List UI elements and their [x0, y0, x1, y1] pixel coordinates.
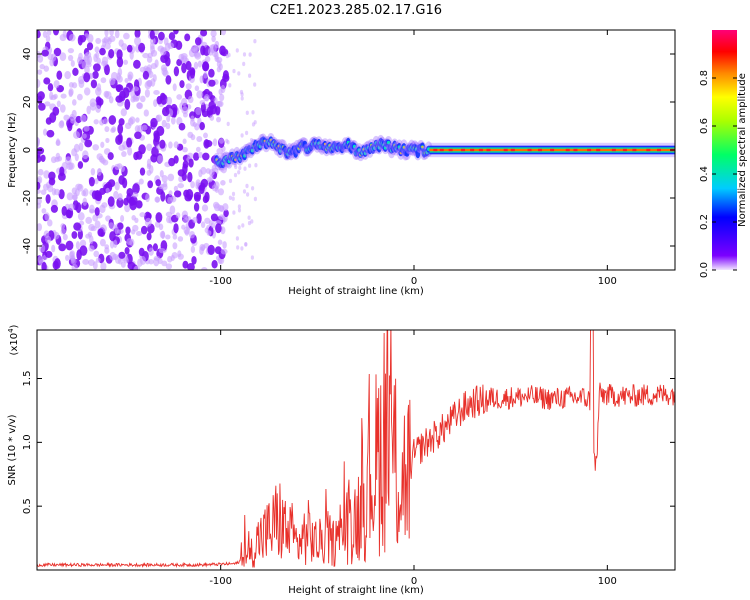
snr-xtick-label: 100	[598, 576, 617, 587]
snr-xtick-label: -100	[209, 576, 232, 587]
colorbar-label: Normalized spectral amplitude	[737, 73, 748, 227]
spectrogram-xtick-label: 0	[411, 276, 417, 287]
spectrogram-marks	[37, 30, 675, 270]
snr-ytick-label: 1.5	[22, 371, 33, 387]
signal-track	[212, 132, 675, 171]
colorbar-tick-label: 0.0	[699, 262, 710, 278]
snr-ytick-label: 1.0	[22, 434, 33, 450]
snr-xlabel: Height of straight line (km)	[288, 585, 424, 596]
spectrogram-ylabel: Frequency (Hz)	[7, 112, 18, 188]
colorbar-tick-label: 0.8	[699, 70, 710, 86]
spectrogram-axes: -100 0 100 -40 -20 0 20 40	[22, 30, 675, 287]
snr-series-line	[37, 330, 675, 569]
spectrogram-ytick-label: -40	[22, 238, 33, 254]
colorbar-gradient	[712, 30, 737, 270]
snr-axes: -100 0 100 0.5 1.0 1.5	[22, 330, 675, 587]
spectrogram-panel: -100 0 100 -40 -20 0 20 40 Height of straight l…	[7, 29, 676, 297]
snr-xtick-label: 0	[411, 576, 417, 587]
figure-title: C2E1.2023.285.02.17.G16	[270, 3, 442, 18]
colorbar-tick-label: 0.4	[699, 166, 710, 182]
snr-scale-label: (x104)	[7, 324, 20, 355]
colorbar-ticks: 0.0 0.2 0.4 0.6 0.8	[699, 70, 737, 278]
noise-blobs	[37, 30, 258, 270]
spectrogram-xtick-label: 100	[598, 276, 617, 287]
colorbar: 0.0 0.2 0.4 0.6 0.8 Normalized spectral ampl…	[699, 30, 748, 278]
spectrogram-ytick-label: -20	[22, 190, 33, 206]
spectrogram-ytick-label: 20	[22, 96, 33, 109]
snr-ylabel: SNR (10 * v/v)	[7, 414, 18, 485]
snr-ytick-label: 0.5	[22, 498, 33, 514]
colorbar-tick-label: 0.6	[699, 118, 710, 134]
spectrogram-ytick-label: 0	[22, 147, 33, 153]
spectrogram-xlabel: Height of straight line (km)	[288, 286, 424, 297]
spectrogram-xtick-label: -100	[209, 276, 232, 287]
colorbar-tick-label: 0.2	[699, 214, 710, 230]
snr-frame	[36, 329, 676, 571]
snr-panel: -100 0 100 0.5 1.0 1.5 Height of straight lin…	[7, 324, 676, 596]
spectrogram-ytick-label: 40	[22, 48, 33, 61]
